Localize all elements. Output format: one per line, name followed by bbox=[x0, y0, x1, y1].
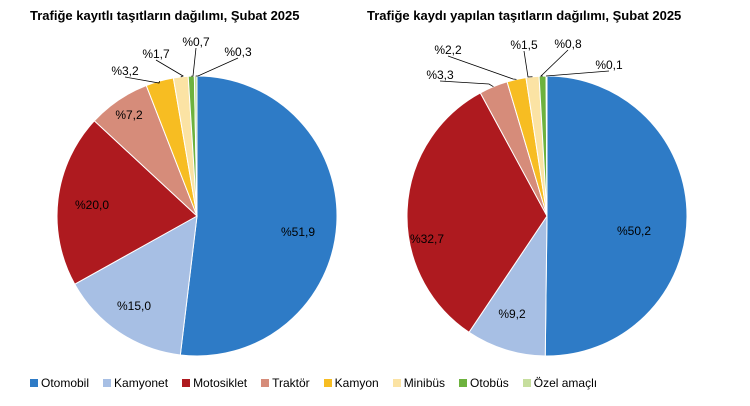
legend-label: Otobüs bbox=[470, 376, 509, 390]
leader-line bbox=[523, 50, 533, 78]
chart-title-registered: Trafiğe kayıtlı taşıtların dağılımı, Şub… bbox=[30, 8, 300, 23]
legend-label: Motosiklet bbox=[193, 376, 248, 390]
leader-line bbox=[447, 55, 517, 80]
slice-value-label: %20,0 bbox=[75, 198, 109, 212]
slice-value-label: %3,2 bbox=[111, 64, 139, 78]
legend-item-otobüs: Otobüs bbox=[459, 376, 509, 390]
legend-swatch bbox=[459, 379, 468, 387]
leader-line bbox=[124, 76, 161, 84]
legend-label: Özel amaçlı bbox=[533, 376, 598, 390]
pie-slice-motosiklet bbox=[406, 92, 548, 333]
legend-item-özel-amaçlı: Özel amaçlı bbox=[522, 376, 598, 390]
pie-slice-otomobil bbox=[544, 75, 688, 357]
slice-value-label: %15,0 bbox=[117, 299, 151, 313]
chart-title-new-registrations: Trafiğe kaydı yapılan taşıtların dağılım… bbox=[367, 8, 682, 23]
legend-label: Otomobil bbox=[41, 376, 90, 390]
legend-item-motosiklet: Motosiklet bbox=[182, 376, 247, 390]
pie-chart-1: %51,9 %15,0 %20,0 %7,2 %3,2%1,7 %0,7 %0,3 bbox=[56, 35, 338, 357]
legend-item-kamyonet: Kamyonet bbox=[103, 376, 168, 390]
slice-value-label: %0,1 bbox=[595, 58, 623, 72]
legend-swatch bbox=[392, 379, 401, 387]
slice-value-label: %0,8 bbox=[554, 37, 582, 51]
slice-value-label: %0,3 bbox=[224, 45, 252, 59]
legend-item-traktör: Traktör bbox=[261, 376, 310, 390]
legend-label: Minibüs bbox=[403, 376, 446, 390]
legend-label: Kamyonet bbox=[114, 376, 169, 390]
pie-slice-kamyonet bbox=[74, 215, 198, 356]
leader-line bbox=[155, 59, 184, 78]
slice-value-label: %9,2 bbox=[498, 307, 526, 321]
slice-value-label: %1,5 bbox=[510, 38, 538, 52]
slice-value-label: %51,9 bbox=[281, 225, 315, 239]
legend-item-otomobil: Otomobil bbox=[30, 376, 89, 390]
pie-slice-kamyonet bbox=[468, 214, 548, 357]
leader-line bbox=[545, 70, 610, 77]
legend-item-minibüs: Minibüs bbox=[392, 376, 446, 390]
slice-value-label: %3,3 bbox=[426, 68, 454, 82]
slice-value-label: %7,2 bbox=[115, 108, 143, 122]
leader-line bbox=[439, 80, 494, 87]
pie-slice-otomobil bbox=[179, 75, 338, 357]
legend-swatch bbox=[30, 379, 38, 387]
legend-swatch bbox=[323, 379, 332, 387]
pie-slice-motosiklet bbox=[56, 120, 198, 285]
legend-label: Traktör bbox=[272, 376, 310, 390]
slice-value-label: %50,2 bbox=[617, 224, 651, 238]
slice-value-label: %32,7 bbox=[410, 232, 444, 246]
legend-swatch bbox=[103, 379, 112, 387]
leader-line bbox=[540, 49, 569, 77]
legend-label: Kamyon bbox=[334, 376, 379, 390]
legend-swatch bbox=[522, 379, 531, 387]
legend-item-kamyon: Kamyon bbox=[323, 376, 379, 390]
chart-legend: Otomobil Kamyonet Motosiklet Traktör Kamyon M… bbox=[30, 376, 611, 390]
leader-line bbox=[191, 47, 197, 77]
slice-value-label: %0,7 bbox=[182, 35, 210, 49]
pie-chart-2: %50,2 %9,2 %32,7 %3,3 %2,2 %1,5 %0,8 %0,1 bbox=[406, 37, 688, 357]
leader-line bbox=[195, 57, 239, 77]
legend-swatch bbox=[261, 379, 270, 387]
slice-value-label: %1,7 bbox=[142, 47, 170, 61]
legend-swatch bbox=[182, 379, 191, 387]
slice-value-label: %2,2 bbox=[434, 43, 462, 57]
